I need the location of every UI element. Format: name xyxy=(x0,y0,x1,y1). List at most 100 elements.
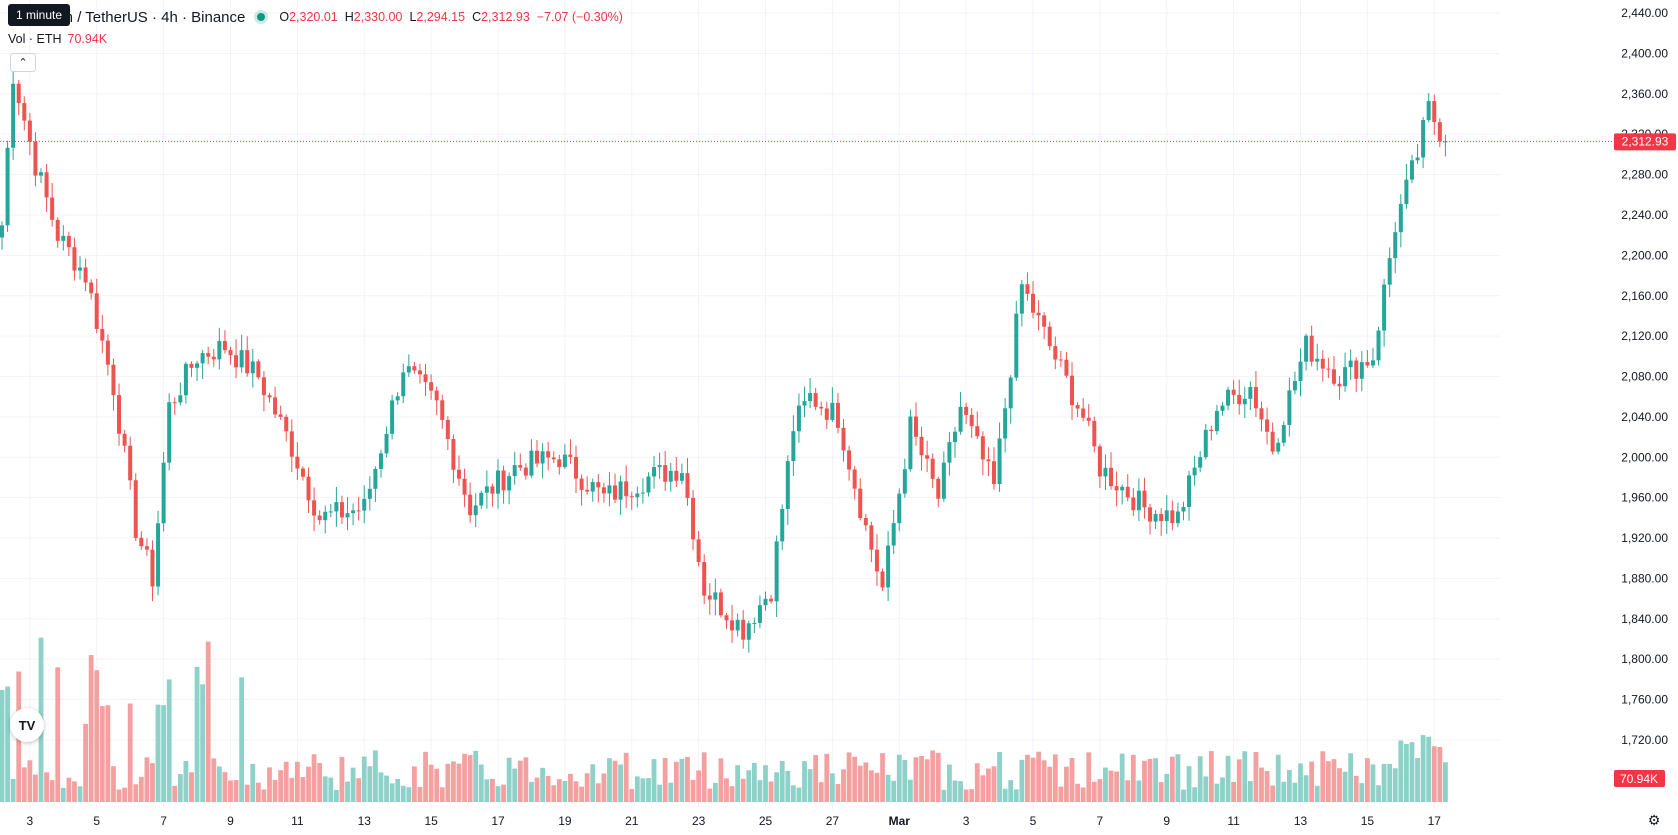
volume-bar xyxy=(607,758,612,802)
candle-body xyxy=(33,141,38,176)
candle-body xyxy=(1187,475,1192,508)
volume-bar xyxy=(774,772,780,802)
volume-bar xyxy=(657,784,663,802)
candle-body xyxy=(1170,510,1175,524)
candle-body xyxy=(746,623,751,640)
candle-body xyxy=(484,486,489,493)
candle-body xyxy=(412,366,417,371)
volume-bar xyxy=(116,789,122,802)
candle-body xyxy=(256,361,261,378)
volume-bar xyxy=(484,779,490,802)
volume-bar xyxy=(233,780,239,802)
candle-body xyxy=(646,476,651,493)
volume-bar xyxy=(534,777,540,802)
candle-body xyxy=(891,523,896,546)
price-tick-label: 2,120.00 xyxy=(1621,329,1668,343)
high-value: H2,330.00 xyxy=(344,10,403,24)
volume-bar xyxy=(1142,760,1147,802)
volume-bar xyxy=(696,770,702,802)
candle-body xyxy=(117,395,122,434)
symbol-legend[interactable]: Ethereum / TetherUS · 4h · Binance O2,32… xyxy=(8,6,630,28)
candle-body xyxy=(390,400,395,434)
candle-body xyxy=(267,395,272,398)
volume-bar xyxy=(473,750,479,802)
volume-bar xyxy=(623,752,629,802)
time-tick-label: 17 xyxy=(491,814,505,828)
candle-body xyxy=(1209,429,1214,432)
candle-body xyxy=(880,571,885,588)
volume-bar xyxy=(924,759,930,802)
candle-body xyxy=(663,465,668,482)
tradingview-logo[interactable]: TV xyxy=(10,708,44,742)
candle-body xyxy=(278,414,283,417)
volume-bar xyxy=(986,768,991,802)
candle-body xyxy=(239,350,244,368)
volume-bar xyxy=(1036,751,1041,802)
market-status-dot[interactable] xyxy=(257,13,266,21)
volume-bar xyxy=(367,766,373,802)
price-axis[interactable]: 2,440.002,400.002,360.002,320.002,280.00… xyxy=(1614,0,1678,835)
candle-body xyxy=(183,363,188,396)
candle-body xyxy=(1393,232,1398,259)
volume-bar xyxy=(1292,782,1298,802)
volume-bar xyxy=(1025,754,1030,802)
candle-body xyxy=(1298,361,1303,382)
volume-bar xyxy=(1175,754,1181,802)
time-tick-label: 3 xyxy=(27,814,34,828)
svg-text:2,312.93: 2,312.93 xyxy=(1622,134,1669,148)
candle-body xyxy=(295,456,300,469)
volume-bar xyxy=(991,766,997,802)
candle-body xyxy=(161,462,166,524)
candle-body xyxy=(1265,419,1270,432)
collapse-legend-button[interactable]: ⌃ xyxy=(10,53,36,72)
volume-bar xyxy=(673,761,679,802)
candle-body xyxy=(234,355,239,368)
volume-bar xyxy=(891,780,897,802)
candle-body xyxy=(1415,157,1420,161)
volume-value: 70.94K xyxy=(67,32,108,46)
volume-bar xyxy=(668,782,674,802)
volume-bar xyxy=(852,756,858,802)
candle-body xyxy=(568,454,573,457)
candle-body xyxy=(89,282,94,294)
candle-body xyxy=(362,498,367,511)
volume-bar xyxy=(1331,759,1337,802)
candle-body xyxy=(178,395,183,403)
candle-body xyxy=(195,363,200,368)
candle-body xyxy=(406,366,411,373)
volume-bar xyxy=(1069,757,1075,802)
volume-bar xyxy=(456,763,462,802)
candle-body xyxy=(618,481,623,500)
candle-body xyxy=(351,510,356,514)
time-axis[interactable]: 3 5 7 9 11 13 15 17 19 21 23 25 27 Mar 3 5 7 9 11 13 15 17 xyxy=(27,814,1442,828)
volume-bar xyxy=(144,757,150,802)
candle-body xyxy=(596,482,601,488)
volume-bar xyxy=(969,789,975,802)
volume-bar xyxy=(1247,781,1253,802)
candle-body xyxy=(774,541,779,602)
candle-body xyxy=(769,598,774,602)
volume-bar xyxy=(818,782,824,802)
candle-body xyxy=(222,341,227,351)
volume-bar xyxy=(1242,751,1248,802)
candle-body xyxy=(211,356,216,360)
settings-button[interactable]: ⚙ xyxy=(1645,811,1663,829)
candle-body xyxy=(473,505,478,516)
volume-bar xyxy=(350,767,356,802)
volume-bar xyxy=(183,761,189,802)
time-tick-label: 13 xyxy=(358,814,372,828)
volume-bar xyxy=(244,784,250,802)
candle-body xyxy=(395,396,400,401)
candle-body xyxy=(1153,514,1158,522)
volume-bar xyxy=(517,760,523,802)
candle-body xyxy=(1125,486,1130,498)
candle-body xyxy=(1343,367,1348,387)
volume-bar xyxy=(1443,762,1448,802)
volume-legend[interactable]: Vol · ETH 70.94K xyxy=(8,32,107,46)
candle-body xyxy=(841,427,846,451)
candle-body xyxy=(863,518,868,526)
candle-body xyxy=(1214,410,1219,432)
candle-body xyxy=(334,502,339,512)
volume-bar xyxy=(222,772,228,802)
